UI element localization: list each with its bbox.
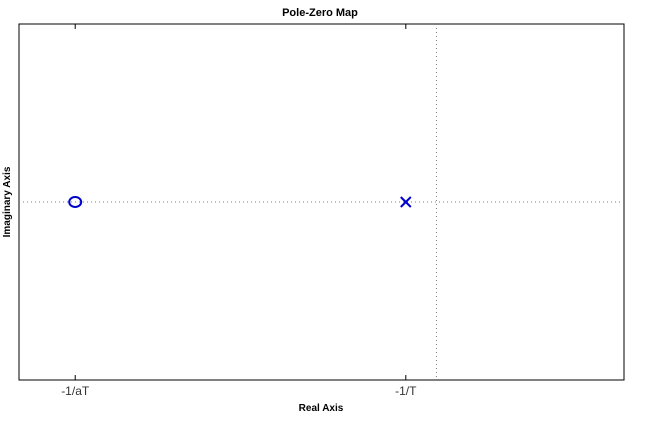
- zero-marker: [68, 196, 83, 208]
- y-axis-label: Imaginary Axis: [2, 166, 13, 237]
- x-axis-label: Real Axis: [299, 403, 344, 414]
- x-tick-label: -1/aT: [61, 384, 90, 398]
- chart-title: Pole-Zero Map: [282, 7, 358, 19]
- pole-marker: [400, 196, 412, 208]
- axes-box: [18, 23, 625, 381]
- x-tick-label: -1/T: [395, 384, 417, 398]
- plot-area: -1/aT -1/T: [18, 23, 625, 398]
- pole-marker-stroke: [400, 196, 412, 208]
